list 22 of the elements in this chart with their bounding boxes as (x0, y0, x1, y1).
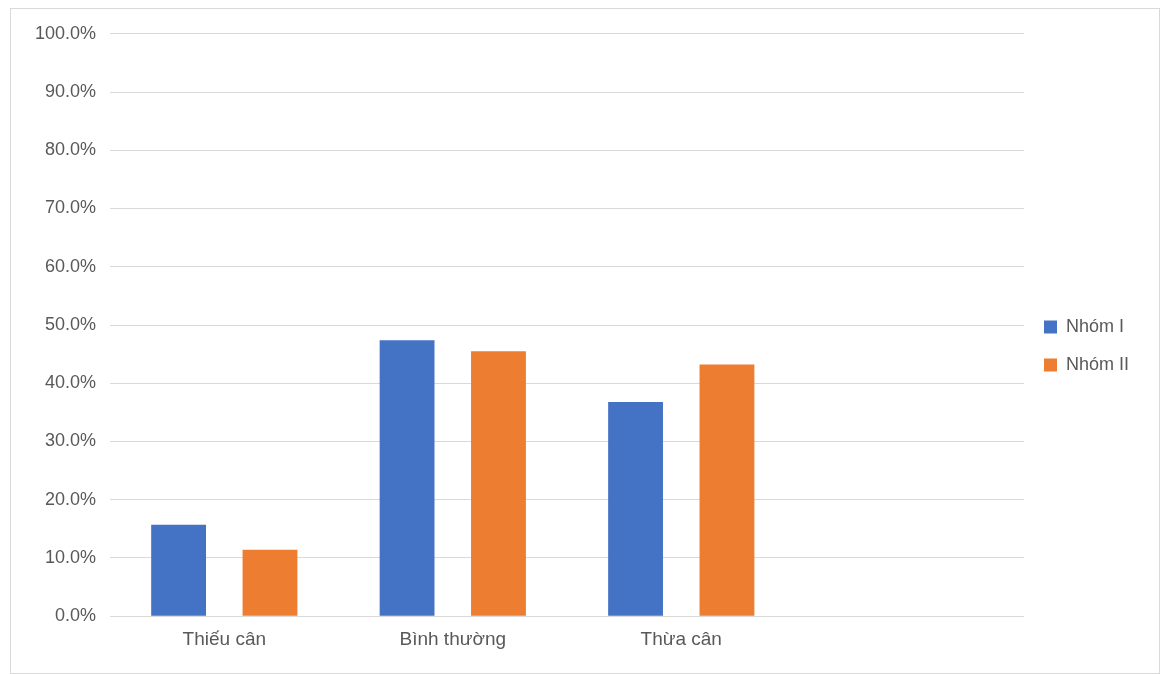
y-tick-label: 20.0% (45, 488, 97, 509)
x-tick-label: Thiếu cân (182, 627, 267, 649)
bar (151, 524, 207, 616)
y-tick-label: 90.0% (45, 81, 97, 102)
bar (379, 340, 435, 616)
x-tick-label: Thừa cân (640, 627, 722, 649)
bar (242, 549, 298, 616)
y-tick-label: 40.0% (45, 372, 97, 393)
y-tick-label: 30.0% (45, 430, 97, 451)
bar (608, 401, 663, 616)
y-tick-label: 80.0% (45, 139, 97, 160)
y-tick-label: 50.0% (45, 313, 97, 334)
legend-label: Nhóm II (1065, 353, 1130, 374)
y-tick-label: 0.0% (55, 605, 97, 626)
legend-label: Nhóm I (1065, 315, 1125, 336)
y-tick-label: 100.0% (34, 22, 97, 43)
bar (471, 351, 526, 616)
y-tick-label: 10.0% (45, 546, 97, 567)
bar (699, 364, 755, 616)
x-tick-label: Bình thường (399, 627, 507, 649)
y-tick-label: 60.0% (45, 255, 97, 276)
y-tick-label: 70.0% (45, 197, 97, 218)
